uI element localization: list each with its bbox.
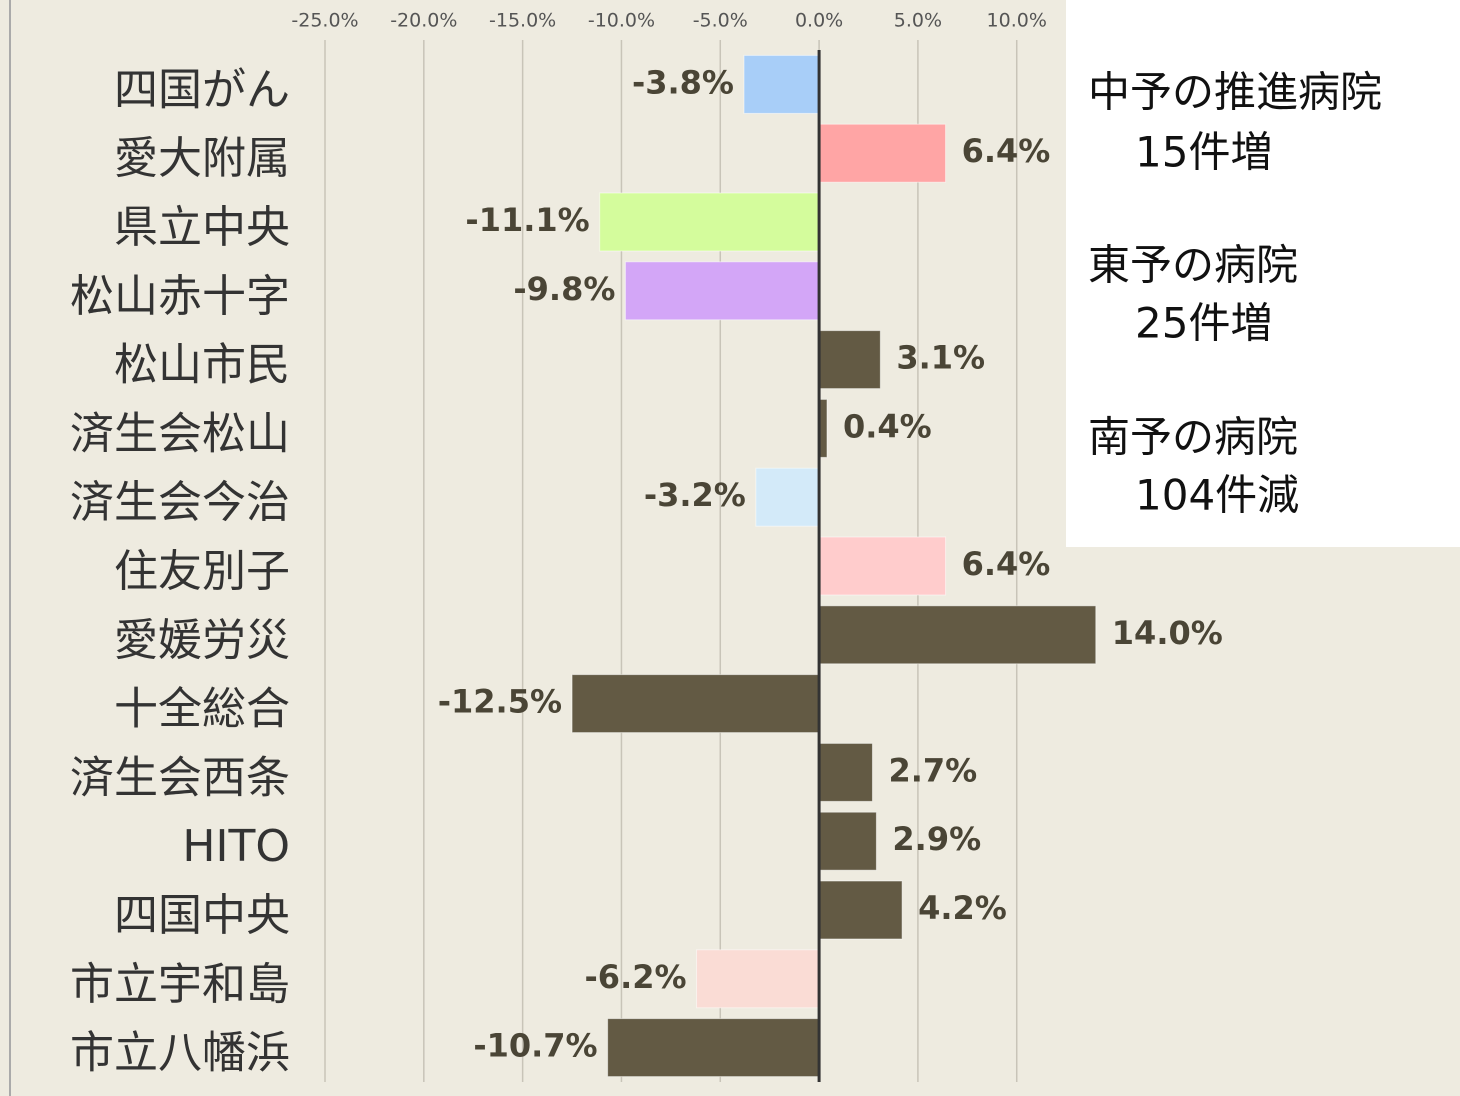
bar bbox=[818, 605, 1097, 665]
x-tick-label: -25.0% bbox=[291, 10, 358, 32]
value-label: -10.7% bbox=[473, 1027, 597, 1065]
category-label: 市立八幡浜 bbox=[70, 1028, 290, 1079]
value-label: 6.4% bbox=[962, 132, 1051, 170]
category-label: 十全総合 bbox=[114, 684, 290, 735]
annotation: 南予の病院 bbox=[1088, 413, 1298, 462]
value-label: -11.1% bbox=[465, 201, 589, 239]
value-label: 2.7% bbox=[888, 751, 977, 789]
category-label: 済生会今治 bbox=[70, 477, 290, 528]
category-label: 済生会西条 bbox=[70, 752, 290, 803]
bar bbox=[696, 949, 820, 1009]
value-label: 6.4% bbox=[962, 545, 1051, 583]
value-label: -12.5% bbox=[438, 683, 562, 721]
value-label: -3.2% bbox=[644, 476, 746, 514]
category-label: 松山赤十字 bbox=[70, 271, 290, 322]
bar bbox=[755, 467, 820, 527]
bar bbox=[818, 880, 903, 940]
value-label: 0.4% bbox=[843, 407, 932, 445]
bar bbox=[818, 811, 877, 871]
annotation-background bbox=[1066, 0, 1460, 547]
x-tick-label: -5.0% bbox=[693, 10, 748, 32]
x-tick-label: 0.0% bbox=[795, 10, 843, 32]
x-tick-label: 10.0% bbox=[987, 10, 1047, 32]
bar bbox=[818, 742, 873, 802]
category-label: 愛媛労災 bbox=[114, 615, 290, 666]
category-label: 愛大附属 bbox=[114, 133, 290, 184]
x-tick-label: 5.0% bbox=[894, 10, 942, 32]
category-label: 市立宇和島 bbox=[70, 959, 290, 1010]
category-label: HITO bbox=[182, 821, 290, 872]
annotation: 東予の病院 bbox=[1088, 241, 1298, 290]
value-label: -3.8% bbox=[632, 63, 734, 101]
annotation: 中予の推進病院 bbox=[1088, 68, 1382, 117]
category-label: 四国がん bbox=[114, 64, 290, 115]
bars: 四国がん -3.8% 愛大附属 6.4% 県立中央 -11.1% 松山赤十字 -9.8% 松山市… bbox=[70, 50, 1223, 1082]
annotation: 104件減 bbox=[1135, 471, 1299, 520]
category-label: 県立中央 bbox=[114, 202, 290, 253]
x-tick-label: -20.0% bbox=[390, 10, 457, 32]
value-label: -9.8% bbox=[513, 270, 615, 308]
category-label: 松山市民 bbox=[114, 340, 290, 391]
value-label: 3.1% bbox=[896, 339, 985, 377]
bar bbox=[571, 674, 820, 734]
x-tick-label: -15.0% bbox=[489, 10, 556, 32]
annotation: 25件増 bbox=[1135, 299, 1272, 348]
category-label: 済生会松山 bbox=[70, 408, 290, 459]
value-label: 14.0% bbox=[1112, 614, 1223, 652]
value-label: 2.9% bbox=[892, 820, 981, 858]
bar bbox=[818, 123, 947, 183]
category-label: 住友別子 bbox=[114, 546, 290, 597]
bar bbox=[818, 536, 947, 596]
annotation: 15件増 bbox=[1135, 128, 1272, 177]
bar bbox=[743, 54, 820, 114]
bar bbox=[624, 261, 820, 321]
value-label: -6.2% bbox=[585, 958, 687, 996]
bar bbox=[818, 330, 881, 390]
x-tick-label: -10.0% bbox=[588, 10, 655, 32]
category-label: 四国中央 bbox=[114, 890, 290, 941]
value-label: 4.2% bbox=[918, 889, 1007, 927]
bar bbox=[607, 1018, 820, 1078]
bar bbox=[599, 192, 820, 252]
